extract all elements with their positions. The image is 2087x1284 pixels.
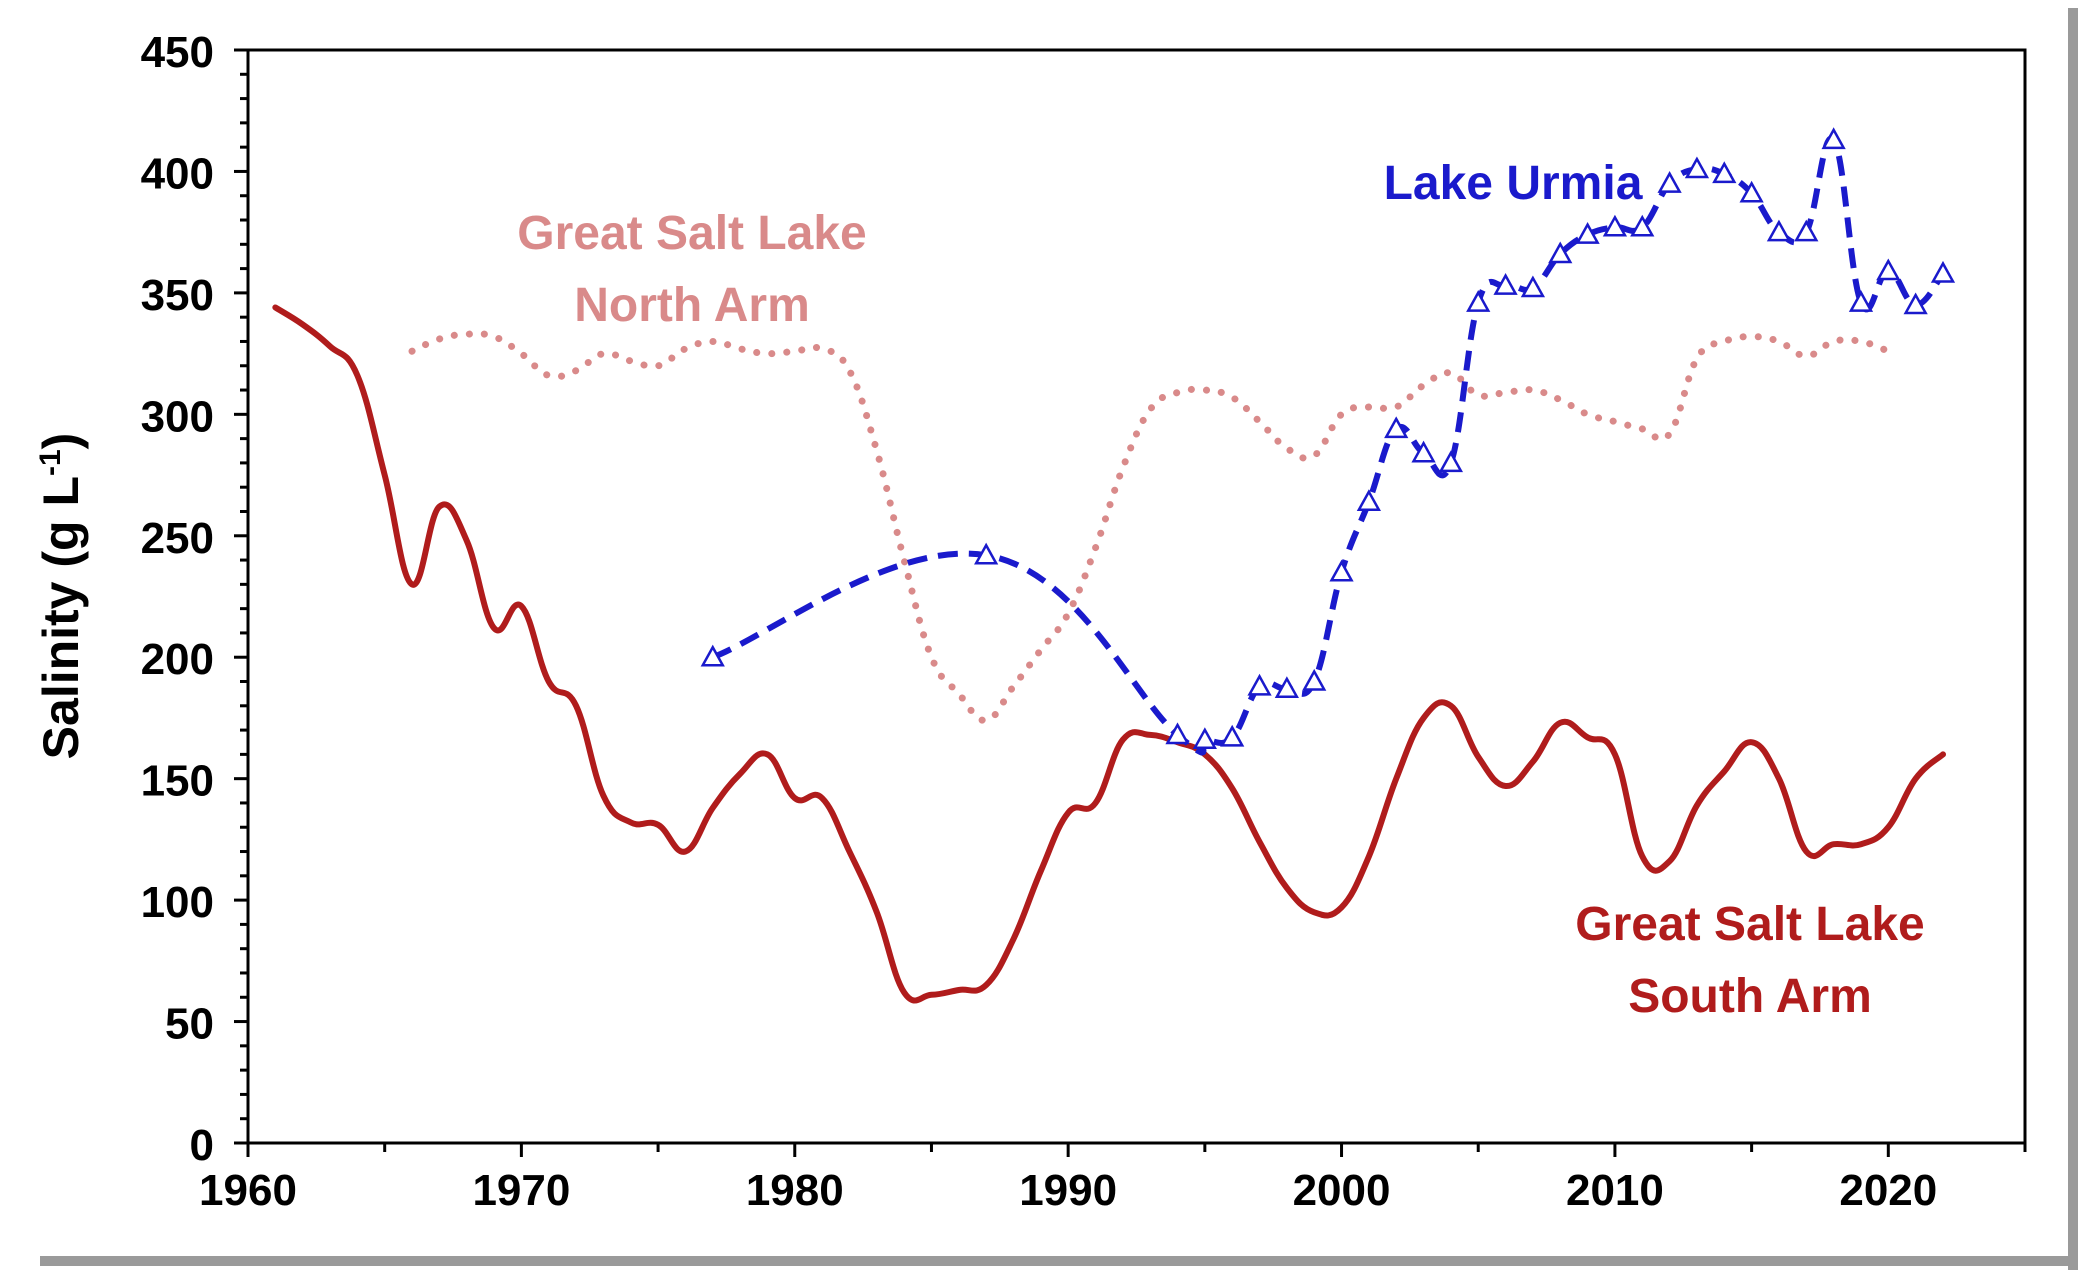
data-point-lake-urmia bbox=[1602, 214, 1628, 237]
data-point-lake-urmia bbox=[1684, 156, 1710, 179]
y-tick-label: 350 bbox=[141, 271, 214, 320]
data-point-lake-urmia bbox=[1848, 290, 1874, 312]
data-point-lake-urmia bbox=[1274, 676, 1299, 699]
data-point-lake-urmia bbox=[1520, 275, 1546, 298]
data-point-lake-urmia bbox=[1438, 450, 1464, 473]
series-line-lake-urmia bbox=[711, 135, 1946, 756]
y-tick-label: 450 bbox=[141, 28, 214, 77]
series-line-great-salt-lake-south-arm bbox=[272, 304, 1946, 1004]
y-axis-label-suffix: ) bbox=[33, 433, 89, 450]
data-point-lake-urmia bbox=[1466, 290, 1491, 312]
y-axis-label-main: Salinity (g L bbox=[33, 476, 89, 759]
frame-shadow-bottom bbox=[40, 1256, 2078, 1266]
y-axis-label: Salinity (g L-1) bbox=[33, 433, 89, 760]
data-point-lake-urmia bbox=[1411, 440, 1436, 463]
data-point-lake-urmia bbox=[1575, 222, 1600, 244]
data-point-lake-urmia bbox=[1192, 727, 1217, 750]
data-point-lake-urmia bbox=[974, 542, 999, 565]
data-point-lake-urmia bbox=[1657, 171, 1682, 193]
data-point-lake-urmia bbox=[1220, 724, 1245, 747]
y-tick-label: 200 bbox=[141, 635, 214, 684]
data-point-lake-urmia bbox=[1794, 219, 1819, 242]
data-point-lake-urmia bbox=[1903, 292, 1928, 315]
y-tick-label: 400 bbox=[141, 149, 214, 198]
data-point-lake-urmia bbox=[1548, 241, 1573, 264]
data-point-lake-urmia bbox=[1766, 219, 1792, 242]
data-point-lake-urmia bbox=[1876, 258, 1901, 281]
y-axis-label-superscript: -1 bbox=[34, 449, 67, 476]
x-tick-label: 1960 bbox=[199, 1166, 297, 1215]
data-point-lake-urmia bbox=[1165, 722, 1190, 745]
y-tick-label: 300 bbox=[141, 392, 214, 441]
y-tick-label: 0 bbox=[190, 1121, 214, 1170]
series-layer bbox=[272, 127, 1956, 1004]
data-point-lake-urmia bbox=[700, 644, 725, 667]
series-label-lake-urmia: Lake Urmia bbox=[1384, 157, 1643, 210]
data-point-lake-urmia bbox=[1247, 673, 1272, 696]
x-tick-label: 1980 bbox=[746, 1166, 844, 1215]
data-point-lake-urmia bbox=[1630, 214, 1655, 237]
frame-shadow-right bbox=[2068, 8, 2078, 1270]
x-tick-label: 1970 bbox=[472, 1166, 570, 1215]
x-tick-label: 1990 bbox=[1019, 1166, 1117, 1215]
y-tick-label: 100 bbox=[141, 878, 214, 927]
series-label-great-salt-lake-south-arm: South Arm bbox=[1628, 970, 1872, 1023]
series-label-great-salt-lake-south-arm: Great Salt Lake bbox=[1575, 898, 1925, 951]
data-point-lake-urmia bbox=[1821, 127, 1846, 150]
data-point-lake-urmia bbox=[1493, 273, 1518, 295]
x-tick-label: 2020 bbox=[1839, 1166, 1937, 1215]
data-point-lake-urmia bbox=[1739, 180, 1764, 203]
y-tick-label: 250 bbox=[141, 514, 214, 563]
data-point-lake-urmia bbox=[1384, 416, 1409, 439]
series-label-great-salt-lake-north-arm: Great Salt Lake bbox=[517, 207, 867, 260]
y-tick-label: 150 bbox=[141, 757, 214, 806]
series-labels-layer: Great Salt Lake South Arm Great Salt Lake N… bbox=[517, 157, 1925, 1023]
data-point-lake-urmia bbox=[1712, 161, 1737, 184]
axes-layer: 0 50 100 150 200 250 300 350 400 450 1960 1970 1980 1… bbox=[141, 28, 2027, 1215]
y-tick-label: 50 bbox=[165, 1000, 214, 1049]
data-point-lake-urmia bbox=[1329, 559, 1354, 582]
x-tick-label: 2010 bbox=[1566, 1166, 1664, 1215]
series-line-great-salt-lake-north-arm bbox=[408, 330, 1892, 724]
data-point-lake-urmia bbox=[1930, 260, 1956, 283]
data-point-lake-urmia bbox=[1302, 668, 1327, 691]
series-label-great-salt-lake-north-arm: North Arm bbox=[574, 279, 810, 332]
plot-area bbox=[246, 48, 2027, 1145]
data-point-lake-urmia bbox=[1356, 489, 1382, 512]
x-tick-label: 2000 bbox=[1293, 1166, 1391, 1215]
